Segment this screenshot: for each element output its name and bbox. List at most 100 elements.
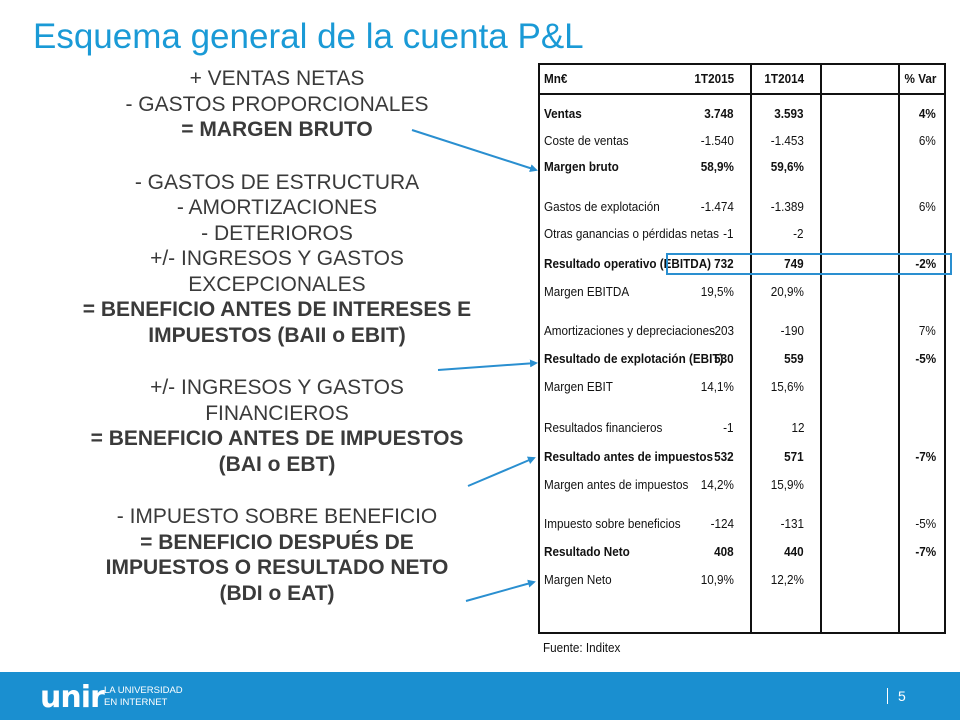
unir-logo: unir bbox=[40, 680, 105, 715]
cell-1t2015: 532 bbox=[714, 449, 734, 464]
cell-1t2015: 10,9% bbox=[700, 572, 734, 587]
table-row: Impuesto sobre beneficios -124 -131 -5% bbox=[538, 513, 946, 535]
row-label: Resultados financieros bbox=[544, 420, 663, 435]
row-label: Margen antes de impuestos bbox=[544, 477, 689, 492]
cell-1t2014: -1.453 bbox=[770, 133, 804, 148]
cell-1t2015: -1.540 bbox=[700, 133, 734, 148]
scheme-result-line: = MARGEN BRUTO bbox=[181, 118, 373, 141]
scheme-result-line: = BENEFICIO ANTES DE INTERESES E bbox=[82, 298, 472, 321]
cell-var: -5% bbox=[915, 516, 936, 531]
row-label: Impuesto sobre beneficios bbox=[544, 516, 681, 531]
cell-1t2014: 440 bbox=[784, 544, 804, 559]
table-row: Gastos de explotación -1.474 -1.389 6% bbox=[538, 196, 946, 218]
cell-1t2015: 14,2% bbox=[700, 477, 734, 492]
cell-1t2014: 559 bbox=[784, 351, 804, 366]
cell-1t2014: -190 bbox=[780, 323, 804, 338]
table-row: Ventas 3.748 3.593 4% bbox=[538, 103, 946, 125]
row-label: Margen EBIT bbox=[544, 379, 613, 394]
scheme-result-line: = BENEFICIO ANTES DE IMPUESTOS bbox=[90, 427, 464, 450]
scheme-result-line: (BAI o EBT) bbox=[218, 452, 336, 476]
scheme-line: +/- INGRESOS Y GASTOS bbox=[150, 376, 404, 399]
scheme-line: +/- INGRESOS Y GASTOS bbox=[150, 247, 404, 270]
scheme-line: - GASTOS PROPORCIONALES bbox=[125, 92, 429, 116]
table-header-row: Mn€ 1T2015 1T2014 % Var bbox=[538, 68, 946, 90]
scheme-line: - AMORTIZACIONES bbox=[176, 196, 378, 219]
cell-var: -7% bbox=[915, 544, 936, 559]
row-label: Coste de ventas bbox=[544, 133, 629, 148]
scheme-line: FINANCIEROS bbox=[205, 401, 349, 425]
cell-1t2014: 12 bbox=[790, 420, 804, 435]
cell-var: 6% bbox=[919, 199, 936, 214]
cell-1t2015: -203 bbox=[710, 323, 734, 338]
scheme-result-line: = BENEFICIO DESPUÉS DE bbox=[140, 530, 414, 554]
tagline-line: LA UNIVERSIDAD bbox=[104, 685, 183, 696]
cell-var: -2% bbox=[915, 256, 936, 271]
cell-1t2015: 58,9% bbox=[700, 159, 734, 174]
table-row: Otras ganancias o pérdidas netas -1 -2 bbox=[538, 223, 946, 245]
table-row: Margen EBITDA 19,5% 20,9% bbox=[538, 281, 946, 303]
page-number: 5 bbox=[898, 688, 906, 704]
scheme-line: - DETERIOROS bbox=[201, 221, 353, 245]
cell-1t2014: 15,6% bbox=[770, 379, 804, 394]
table-source: Fuente: Inditex bbox=[543, 640, 621, 655]
table-row: Coste de ventas -1.540 -1.453 6% bbox=[538, 130, 946, 152]
row-label: Gastos de explotación bbox=[544, 199, 660, 214]
table-row: Resultado de explotación (EBIT) 530 559 … bbox=[538, 348, 946, 370]
cell-1t2015: 14,1% bbox=[700, 379, 734, 394]
cell-1t2015: 3.748 bbox=[704, 106, 734, 121]
table-row: Margen EBIT 14,1% 15,6% bbox=[538, 376, 946, 398]
scheme-line: EXCEPCIONALES bbox=[188, 272, 366, 296]
header-cell: % Var bbox=[904, 71, 936, 86]
row-label: Resultado Neto bbox=[544, 544, 630, 559]
footer-bar: unir LA UNIVERSIDAD EN INTERNET 5 bbox=[0, 672, 960, 720]
table-row: Margen bruto 58,9% 59,6% bbox=[538, 156, 946, 178]
cell-1t2015: 408 bbox=[714, 544, 734, 559]
table-row: Margen antes de impuestos 14,2% 15,9% bbox=[538, 474, 946, 496]
cell-1t2014: 749 bbox=[784, 256, 804, 271]
header-cell: Mn€ bbox=[544, 71, 568, 86]
row-label: Ventas bbox=[544, 106, 582, 121]
pl-scheme: + VENTAS NETAS - GASTOS PROPORCIONALES =… bbox=[20, 66, 534, 606]
logo-tagline: LA UNIVERSIDAD EN INTERNET bbox=[104, 685, 183, 709]
cell-1t2014: 571 bbox=[784, 449, 804, 464]
scheme-result-line: IMPUESTOS O RESULTADO NETO bbox=[105, 556, 449, 579]
row-label: Resultado de explotación (EBIT) bbox=[544, 351, 724, 366]
scheme-line: - GASTOS DE ESTRUCTURA bbox=[134, 170, 420, 194]
table-row: Resultado Neto 408 440 -7% bbox=[538, 541, 946, 563]
table-row: Resultados financieros -1 12 bbox=[538, 417, 946, 439]
header-cell: 1T2015 bbox=[694, 71, 734, 86]
cell-1t2014: -2 bbox=[793, 226, 804, 241]
cell-1t2015: -1.474 bbox=[700, 199, 734, 214]
tagline-line: EN INTERNET bbox=[104, 697, 168, 708]
page-separator bbox=[887, 688, 888, 704]
row-label: Resultado operativo (EBITDA) bbox=[544, 256, 712, 271]
cell-1t2015: 19,5% bbox=[700, 284, 734, 299]
scheme-line: - IMPUESTO SOBRE BENEFICIO bbox=[116, 505, 438, 528]
cell-var: 4% bbox=[919, 106, 936, 121]
cell-1t2014: -131 bbox=[780, 516, 804, 531]
row-label: Amortizaciones y depreciaciones bbox=[544, 323, 716, 338]
scheme-result-line: (BDI o EAT) bbox=[219, 581, 335, 605]
slide-title: Esquema general de la cuenta P&L bbox=[33, 17, 584, 56]
cell-1t2015: 732 bbox=[714, 256, 734, 271]
table-row: Resultado antes de impuestos 532 571 -7% bbox=[538, 446, 946, 468]
cell-var: -7% bbox=[915, 449, 936, 464]
row-label: Resultado antes de impuestos bbox=[544, 449, 714, 464]
row-label: Margen bruto bbox=[544, 159, 619, 174]
header-cell: 1T2014 bbox=[764, 71, 804, 86]
cell-1t2014: -1.389 bbox=[770, 199, 804, 214]
scheme-line: + VENTAS NETAS bbox=[189, 67, 365, 90]
row-label: Margen EBITDA bbox=[544, 284, 630, 299]
ebitda-highlight-box bbox=[666, 253, 952, 275]
cell-1t2015: -1 bbox=[723, 226, 734, 241]
cell-1t2014: 59,6% bbox=[770, 159, 804, 174]
cell-1t2014: 3.593 bbox=[774, 106, 804, 121]
cell-var: -5% bbox=[915, 351, 936, 366]
inditex-pl-table: Mn€ 1T2015 1T2014 % Var Ventas 3.748 3.5… bbox=[538, 63, 948, 635]
cell-1t2015: 530 bbox=[714, 351, 734, 366]
cell-1t2014: 15,9% bbox=[770, 477, 804, 492]
table-row: Resultado operativo (EBITDA) 732 749 -2% bbox=[538, 253, 946, 275]
cell-var: 7% bbox=[919, 323, 936, 338]
table-row: Amortizaciones y depreciaciones -203 -19… bbox=[538, 320, 946, 342]
cell-var: 6% bbox=[919, 133, 936, 148]
